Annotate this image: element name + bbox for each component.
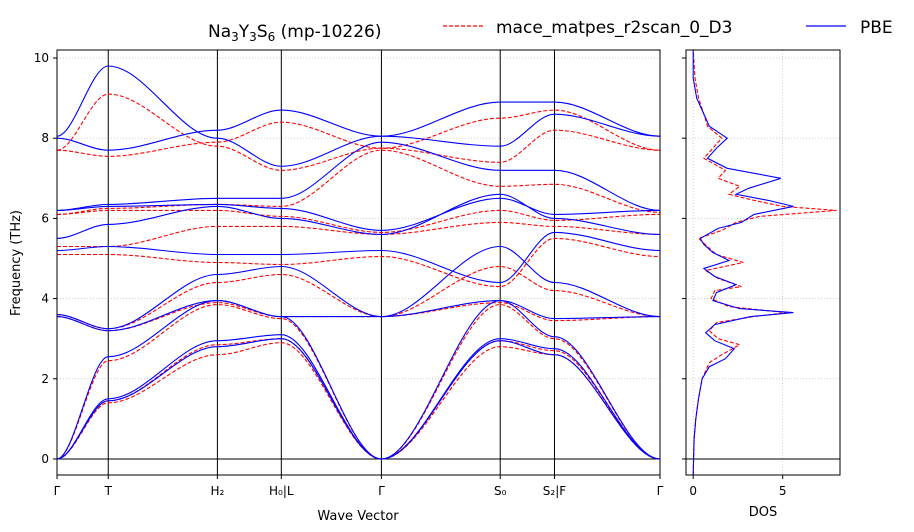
pbe-dos-curve	[692, 50, 794, 476]
band-structure-panel: Γ T H₂ H₀|L Γ S₀ S₂|F Γ 0 2 4 6 8 10	[34, 49, 664, 498]
pbe-band-1	[56, 334, 661, 460]
mace-band-6	[56, 221, 661, 248]
mace-dos-curve	[692, 49, 837, 476]
chart-title: Na3Y3S6 (mp-10226)	[208, 22, 381, 44]
y-tick-label-5: 10	[34, 51, 49, 65]
legend-label-pbe: PBE	[860, 18, 893, 38]
dos-x-tick-label-0: 0	[689, 484, 697, 498]
x-axis-label: Wave Vector	[317, 509, 399, 524]
x-tick-label-3: H₀|L	[269, 484, 294, 498]
mace-band-5	[56, 237, 661, 288]
mace-band-10	[56, 93, 661, 171]
mace-band-9	[56, 121, 661, 163]
pbe-band-5	[56, 231, 661, 284]
pbe-band-6	[56, 193, 661, 239]
x-tick-label-2: H₂	[210, 484, 224, 498]
x-tick-label-0: Γ	[54, 484, 61, 498]
x-tick-label-7: Γ	[657, 484, 664, 498]
legend: mace_matpes_r2scan_0_D3 PBE	[443, 18, 893, 38]
pbe-band-8	[56, 141, 661, 211]
pbe-band-4	[56, 245, 661, 330]
dos-x-tick-label-1: 5	[779, 484, 787, 498]
pbe-band-10	[56, 65, 661, 167]
x-tick-label-6: S₂|F	[543, 484, 566, 498]
y-tick-label-4: 8	[41, 131, 49, 145]
y-tick-label-2: 4	[41, 292, 49, 306]
pbe-band-3	[56, 300, 661, 332]
band-panel-frame	[56, 49, 661, 476]
y-tick-label-0: 0	[41, 452, 49, 466]
mace-band-7	[56, 209, 661, 233]
y-tick-label-1: 2	[41, 372, 49, 386]
mace-band-8	[56, 149, 661, 215]
pbe-band-2	[56, 300, 661, 460]
y-tick-label-3: 6	[41, 211, 49, 225]
x-tick-label-4: Γ	[378, 484, 385, 498]
mace-band-4	[56, 265, 661, 330]
pbe-band-9	[56, 109, 661, 151]
x-tick-label-5: S₀	[494, 484, 507, 498]
dos-panel-frame	[685, 49, 841, 476]
x-tick-label-1: T	[104, 484, 113, 498]
y-axis-label: Frequency (THz)	[9, 210, 24, 316]
legend-label-mace: mace_matpes_r2scan_0_D3	[496, 18, 732, 38]
dos-x-axis-label: DOS	[749, 505, 778, 520]
pbe-band-7	[56, 197, 661, 231]
